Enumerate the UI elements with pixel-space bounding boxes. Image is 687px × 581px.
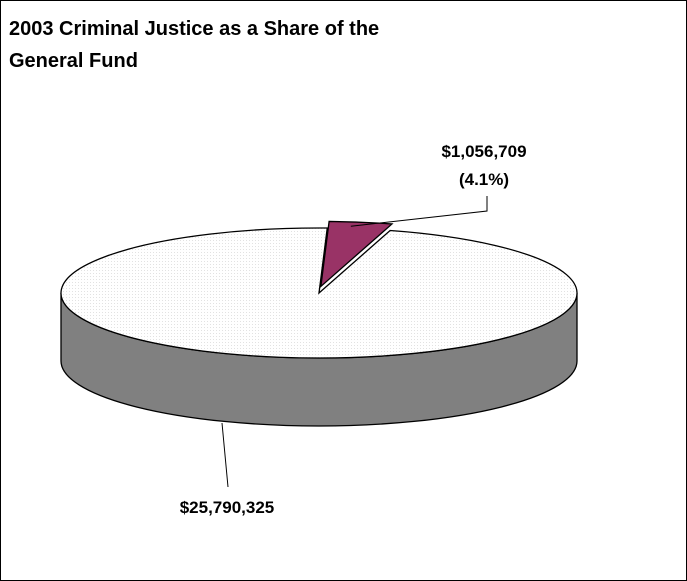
pie-slice-general-fund [60, 227, 578, 359]
slice-label-percent-small: (4.1%) [459, 170, 509, 189]
slice-label-value-large: $25,790,325 [180, 498, 275, 517]
chart-title-line-2: General Fund [9, 50, 138, 72]
slice-label-value-small: $1,056,709 [441, 142, 526, 161]
leader-line-large [221, 422, 229, 488]
chart-title-line-1: 2003 Criminal Justice as a Share of the [9, 18, 380, 40]
pie-slice-criminal-justice [319, 220, 394, 289]
leader-line-small [350, 196, 488, 227]
